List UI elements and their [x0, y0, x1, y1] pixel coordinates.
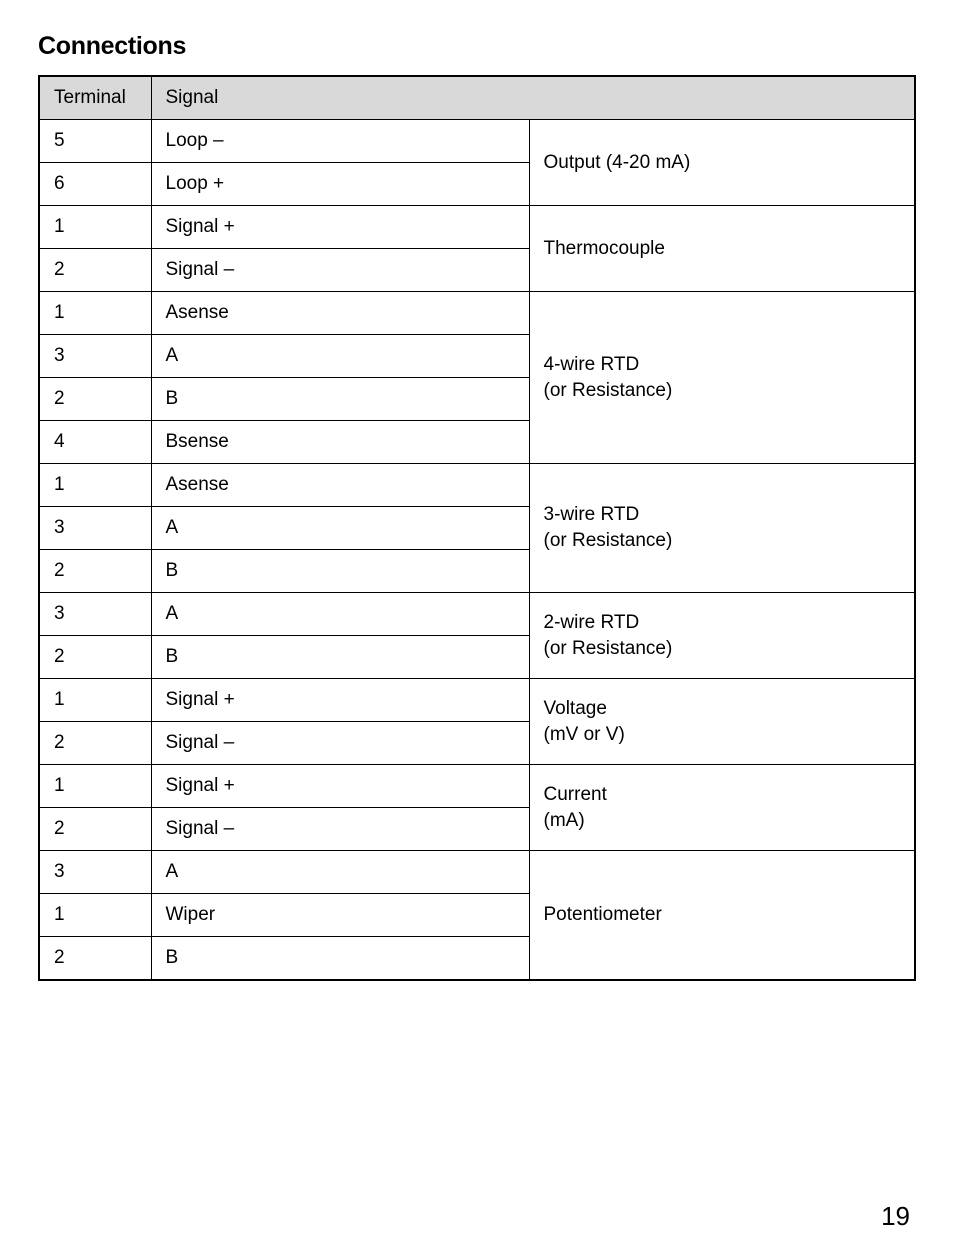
signal-cell: A [151, 335, 529, 378]
terminal-cell: 1 [39, 765, 151, 808]
signal-cell: Signal + [151, 206, 529, 249]
description-cell: Potentiometer [529, 851, 915, 981]
terminal-cell: 3 [39, 335, 151, 378]
signal-cell: Signal + [151, 765, 529, 808]
signal-cell: Wiper [151, 894, 529, 937]
description-cell: Current(mA) [529, 765, 915, 851]
terminal-cell: 2 [39, 808, 151, 851]
terminal-cell: 4 [39, 421, 151, 464]
signal-cell: A [151, 851, 529, 894]
signal-cell: A [151, 593, 529, 636]
connections-table: TerminalSignal5Loop –Output (4-20 mA)6Lo… [38, 75, 916, 981]
page-number: 19 [881, 1201, 910, 1232]
terminal-cell: 1 [39, 464, 151, 507]
table-row: 1Signal +Current(mA) [39, 765, 915, 808]
signal-cell: B [151, 378, 529, 421]
table-row: 1Signal +Voltage(mV or V) [39, 679, 915, 722]
terminal-cell: 1 [39, 206, 151, 249]
signal-cell: Bsense [151, 421, 529, 464]
terminal-cell: 2 [39, 378, 151, 421]
description-cell: Thermocouple [529, 206, 915, 292]
signal-cell: B [151, 636, 529, 679]
terminal-cell: 1 [39, 894, 151, 937]
terminal-cell: 3 [39, 507, 151, 550]
signal-cell: B [151, 937, 529, 981]
signal-cell: Loop + [151, 163, 529, 206]
signal-cell: B [151, 550, 529, 593]
signal-cell: Signal – [151, 249, 529, 292]
table-row: 3APotentiometer [39, 851, 915, 894]
terminal-cell: 1 [39, 679, 151, 722]
terminal-cell: 6 [39, 163, 151, 206]
terminal-cell: 3 [39, 851, 151, 894]
terminal-cell: 2 [39, 636, 151, 679]
terminal-cell: 5 [39, 120, 151, 163]
signal-cell: Signal – [151, 808, 529, 851]
column-header-terminal: Terminal [39, 76, 151, 120]
signal-cell: Asense [151, 464, 529, 507]
terminal-cell: 1 [39, 292, 151, 335]
terminal-cell: 2 [39, 249, 151, 292]
terminal-cell: 2 [39, 550, 151, 593]
description-cell: 3-wire RTD(or Resistance) [529, 464, 915, 593]
table-row: 1Asense3-wire RTD(or Resistance) [39, 464, 915, 507]
table-row: 3A2-wire RTD(or Resistance) [39, 593, 915, 636]
description-cell: Voltage(mV or V) [529, 679, 915, 765]
terminal-cell: 2 [39, 722, 151, 765]
table-row: 1Signal +Thermocouple [39, 206, 915, 249]
terminal-cell: 2 [39, 937, 151, 981]
table-row: 1Asense4-wire RTD(or Resistance) [39, 292, 915, 335]
description-cell: 2-wire RTD(or Resistance) [529, 593, 915, 679]
description-cell: 4-wire RTD(or Resistance) [529, 292, 915, 464]
signal-cell: Asense [151, 292, 529, 335]
signal-cell: Loop – [151, 120, 529, 163]
description-cell: Output (4-20 mA) [529, 120, 915, 206]
column-header-signal: Signal [151, 76, 915, 120]
signal-cell: Signal – [151, 722, 529, 765]
table-row: 5Loop –Output (4-20 mA) [39, 120, 915, 163]
signal-cell: Signal + [151, 679, 529, 722]
page-title: Connections [38, 32, 916, 61]
terminal-cell: 3 [39, 593, 151, 636]
signal-cell: A [151, 507, 529, 550]
